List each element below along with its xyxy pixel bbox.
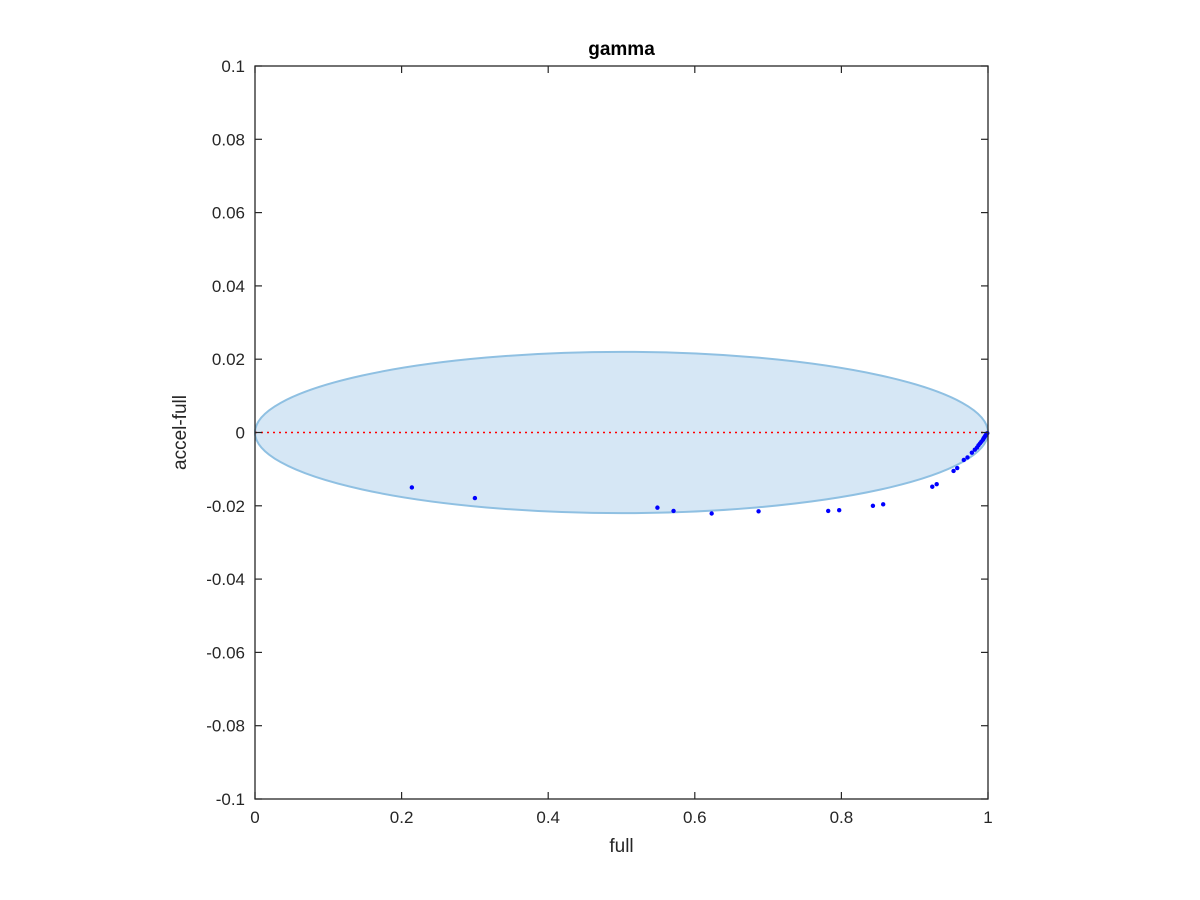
- x-axis-label: full: [609, 836, 633, 857]
- y-tick-label: -0.08: [206, 717, 245, 736]
- data-point: [826, 508, 831, 514]
- y-tick-label: 0.1: [221, 57, 245, 76]
- data-point: [409, 485, 415, 490]
- y-axis-label: accel-full: [170, 395, 191, 470]
- x-tick-label: 0.6: [683, 808, 707, 827]
- x-tick-label: 0.4: [536, 808, 560, 827]
- data-point: [930, 484, 935, 489]
- y-tick-label: 0.08: [212, 130, 245, 149]
- y-tick-label: -0.1: [216, 790, 245, 809]
- data-point: [934, 481, 939, 487]
- data-point: [955, 465, 960, 471]
- data-point: [756, 509, 761, 514]
- y-tick-label: 0.02: [212, 350, 245, 369]
- x-tick-label: 0.2: [390, 808, 414, 827]
- x-tick-label: 0.8: [830, 808, 854, 827]
- data-points: [409, 431, 990, 516]
- data-point: [837, 507, 842, 513]
- y-tick-label: 0.06: [212, 204, 245, 223]
- chart-title: gamma: [588, 39, 655, 60]
- y-tick-label: -0.04: [206, 570, 245, 589]
- y-tick-label: 0.04: [212, 277, 245, 296]
- data-point: [870, 503, 876, 508]
- x-tick-label: 0: [250, 808, 259, 827]
- data-point: [655, 505, 660, 510]
- data-point: [709, 511, 714, 516]
- y-tick-label: -0.02: [206, 497, 245, 516]
- data-point: [880, 502, 886, 507]
- y-tick-label: 0: [236, 424, 245, 443]
- data-point: [472, 495, 478, 501]
- data-point: [985, 431, 990, 436]
- plot-area: 0 0.2 0.4 0.6 0.8 1 -0.1 -0.08 -0.06 -0.04 -0.02 0 0…: [206, 57, 992, 827]
- data-point: [671, 508, 676, 514]
- data-point: [965, 455, 970, 460]
- data-point: [969, 450, 975, 455]
- axis-ticks: 0 0.2 0.4 0.6 0.8 1 -0.1 -0.08 -0.06 -0.04 -0.02 0 0…: [206, 57, 992, 827]
- y-tick-label: -0.06: [206, 643, 245, 662]
- x-tick-label: 1: [983, 808, 992, 827]
- data-point: [951, 468, 956, 474]
- data-point: [961, 457, 967, 463]
